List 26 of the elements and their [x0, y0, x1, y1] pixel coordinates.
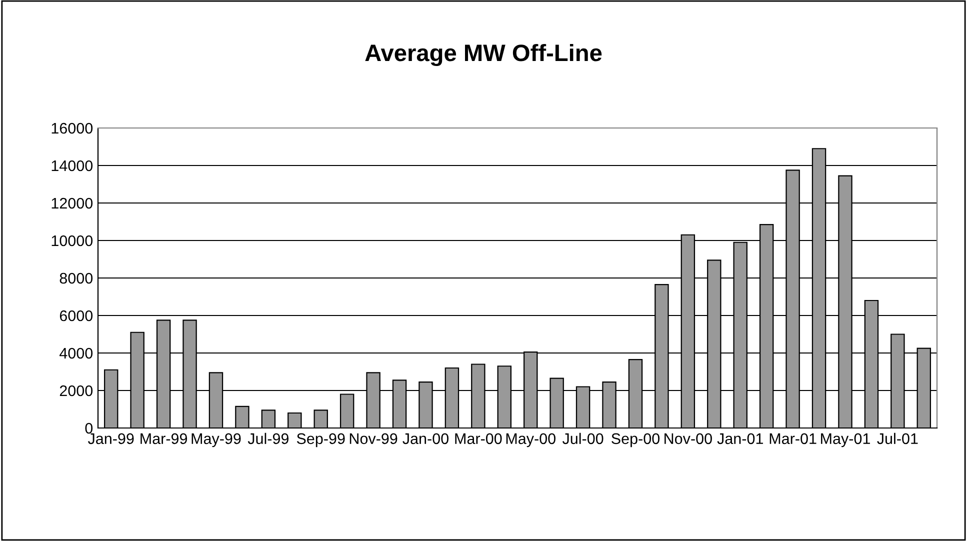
x-tick-label: Nov-99	[350, 433, 398, 444]
x-tick-label: Sep-00	[612, 433, 660, 448]
y-tick-label: 10000	[52, 235, 93, 246]
x-tick-label: Nov-00	[664, 433, 712, 444]
y-tick-label: 4000	[60, 348, 93, 359]
x-tick-label: Sep-99	[296, 433, 345, 448]
x-tick-label: Jul-01	[877, 432, 918, 444]
x-tick-label: May-99	[192, 433, 241, 448]
y-tick-label: 16000	[52, 122, 93, 134]
chart-title: Average MW Off-Line	[365, 44, 602, 66]
x-tick-label: Jul-99	[248, 432, 289, 444]
x-tick-label: Jan-99	[88, 433, 134, 444]
x-tick-label: Mar-99	[140, 433, 188, 444]
y-tick-label: 0	[85, 422, 93, 434]
x-tick-label: Jul-00	[562, 432, 604, 444]
y-tick-label: 12000	[52, 198, 93, 209]
y-tick-label: 8000	[60, 272, 93, 284]
y-tick-label: 14000	[52, 160, 93, 172]
x-tick-label: May-01	[821, 433, 870, 448]
y-tick-label: 2000	[60, 385, 93, 396]
x-tick-label: May-00	[506, 433, 556, 448]
x-tick-label: Jan-01	[717, 433, 763, 444]
x-tick-label: Mar-00	[455, 433, 502, 444]
y-tick-label: 6000	[60, 310, 93, 322]
x-tick-label: Mar-01	[770, 433, 816, 444]
x-tick-label: Jan-00	[402, 433, 448, 444]
